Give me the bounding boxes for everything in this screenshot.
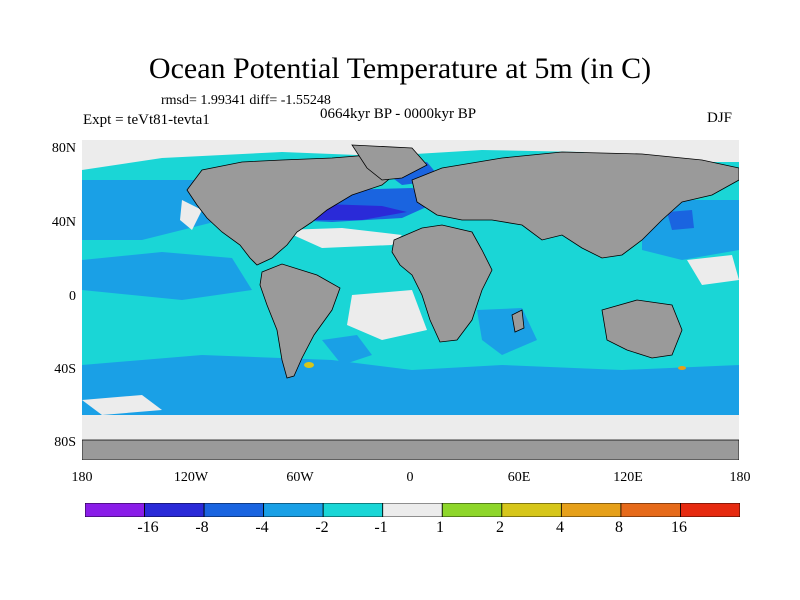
colorbar-cell-1	[144, 503, 205, 517]
colorbar-cell-5	[382, 503, 443, 517]
southern-ocean-band	[82, 355, 739, 415]
colorbar-label-neg2: -2	[315, 519, 329, 536]
neutral-regions	[82, 140, 739, 460]
western-pacific-neutral	[687, 255, 739, 285]
pacific-small-neutral	[180, 200, 202, 230]
land	[82, 144, 739, 460]
australia	[601, 299, 683, 359]
colorbar-label-neg4: -4	[255, 519, 269, 536]
lon-tick-60e: 60E	[507, 470, 531, 485]
tropical-pacific-patch	[82, 252, 252, 300]
japan-patch	[667, 210, 694, 230]
colorbar-label-1: 1	[436, 519, 444, 536]
colorbar-cell-7	[501, 503, 562, 517]
arctic-ice	[82, 140, 739, 170]
colorbar-cell-9	[620, 503, 681, 517]
colorbar	[85, 503, 740, 517]
colorbar-label-2: 2	[496, 519, 504, 536]
south-east-pacific-patch	[322, 335, 372, 365]
greenland	[351, 144, 428, 181]
colorbar-cell-0	[85, 503, 145, 517]
lat-tick-40n: 40N	[51, 215, 76, 230]
lat-tick-80n: 80N	[51, 141, 76, 156]
madagascar	[511, 309, 525, 333]
colorbar-cell-6	[441, 503, 503, 517]
colorbar-cell-10	[680, 503, 740, 517]
colorbar-cell-8	[560, 503, 622, 517]
world-map	[82, 140, 739, 460]
colorbar-label-8: 8	[615, 519, 623, 536]
lon-tick-120e: 120E	[613, 470, 643, 485]
antarctica	[82, 439, 739, 460]
lat-tick-80s: 80S	[54, 435, 76, 450]
colorbar-cell-2	[203, 503, 265, 517]
colorbar-label-4: 4	[556, 519, 564, 536]
lon-tick-0: 0	[406, 470, 414, 485]
colorbar-label-neg16: -16	[137, 519, 159, 536]
colorbar-label-neg1: -1	[374, 519, 388, 536]
season-label: DJF	[707, 110, 733, 126]
africa	[391, 224, 493, 343]
lat-tick-0: 0	[69, 289, 76, 304]
stats-label: rmsd= 1.99341 diff= -1.55248	[161, 93, 331, 108]
period-label: 0664kyr BP - 0000kyr BP	[320, 106, 477, 122]
subtropical-atlantic-neutral	[282, 228, 402, 248]
colorbar-cell-4	[322, 503, 384, 517]
eurasia	[411, 151, 739, 259]
lon-tick-60w: 60W	[286, 470, 314, 485]
lat-tick-40s: 40S	[54, 362, 76, 377]
lon-tick-180w: 180	[71, 470, 93, 485]
colorbar-cell-3	[263, 503, 324, 517]
colorbar-label-neg8: -8	[195, 519, 209, 536]
southwest-neutral	[82, 395, 162, 415]
lon-tick-120w: 120W	[173, 470, 209, 485]
map-title: Ocean Potential Temperature at 5m (in C)	[148, 52, 652, 85]
lon-tick-180e: 180	[729, 470, 751, 485]
north-america	[186, 153, 413, 266]
south-america	[259, 263, 341, 379]
south-atlantic-neutral	[347, 290, 427, 340]
experiment-label: Expt = teVt81-tevta1	[83, 112, 210, 128]
patagonia-warm-spot	[304, 362, 314, 368]
australia-warm-spot	[678, 366, 686, 370]
colorbar-label-16: 16	[671, 519, 687, 536]
